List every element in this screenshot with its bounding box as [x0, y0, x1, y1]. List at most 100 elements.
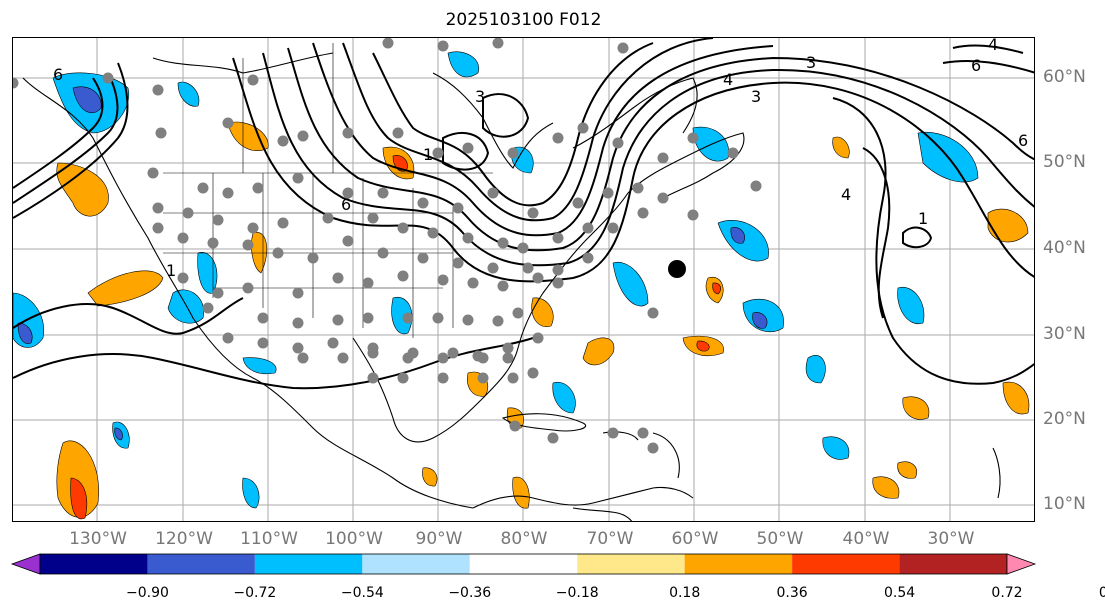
fill-blob: [805, 355, 826, 384]
colorbar-tick-label: −0.36: [448, 585, 492, 601]
station-dot: [155, 127, 167, 139]
station-dot: [177, 232, 189, 244]
fill-blob: [582, 337, 615, 366]
station-dot: [417, 197, 429, 209]
station-dot: [552, 277, 564, 289]
station-dot: [647, 307, 659, 319]
station-dot: [437, 40, 449, 52]
contour-label: 1: [918, 209, 928, 228]
station-dot: [257, 312, 269, 324]
station-dot: [152, 84, 164, 96]
station-dot: [497, 237, 509, 249]
contour-label: 3: [751, 87, 761, 106]
station-dot: [497, 280, 509, 292]
station-dot: [277, 217, 289, 229]
station-dot: [602, 187, 614, 199]
station-dot: [13, 77, 19, 89]
station-dot: [467, 277, 479, 289]
longitude-label: 40°W: [842, 529, 890, 549]
fill-blob: [696, 340, 710, 352]
station-dot: [452, 257, 464, 269]
colorbar: [10, 553, 1037, 575]
station-dot: [367, 212, 379, 224]
colorbar-segment: [899, 554, 1007, 574]
station-dot: [342, 127, 354, 139]
contour-label: 4: [988, 38, 998, 54]
fill-blob: [422, 467, 438, 487]
station-dot: [612, 137, 624, 149]
station-dot: [507, 147, 519, 159]
station-dot: [292, 172, 304, 184]
station-dot: [532, 272, 544, 284]
longitude-label: 130°W: [69, 529, 127, 549]
colorbar-tick-label: 0.90: [1098, 585, 1105, 601]
contour-label: 6: [341, 195, 351, 214]
station-dot: [509, 420, 521, 432]
station-dot: [417, 252, 429, 264]
station-dot: [197, 182, 209, 194]
station-dot: [327, 337, 339, 349]
fill-blob: [72, 86, 102, 113]
station-dot: [462, 142, 474, 154]
station-dot: [607, 427, 619, 439]
station-dot: [507, 372, 519, 384]
station-dot: [582, 222, 594, 234]
latitude-label: 50°N: [1043, 152, 1086, 172]
station-dot: [502, 352, 514, 364]
fill-blob: [987, 208, 1029, 243]
contour-label: 3: [806, 53, 816, 72]
fill-blob: [752, 312, 768, 329]
latitude-label: 30°N: [1043, 324, 1086, 344]
station-dot: [377, 247, 389, 259]
longitude-label: 50°W: [756, 529, 804, 549]
station-dot: [322, 212, 334, 224]
station-dot: [152, 202, 164, 214]
station-dot: [177, 272, 189, 284]
station-dot: [207, 237, 219, 249]
station-dot: [342, 187, 354, 199]
fill-blob: [552, 381, 576, 414]
station-dot: [222, 117, 234, 129]
station-dot: [252, 182, 264, 194]
fill-blob: [87, 270, 164, 307]
station-dot: [527, 367, 539, 379]
station-dot: [607, 222, 619, 234]
contour-label: 3: [475, 87, 485, 106]
fill-blob: [197, 252, 218, 294]
station-dot: [272, 247, 284, 259]
longitude-label: 110°W: [240, 529, 298, 549]
contour-label: 6: [971, 56, 981, 75]
station-dot: [367, 372, 379, 384]
fill-blob: [17, 322, 33, 344]
colorbar-tick-label: 0.36: [776, 585, 808, 601]
latitude-label: 20°N: [1043, 409, 1086, 429]
fill-blob: [872, 476, 900, 499]
fill-blob: [167, 289, 205, 324]
station-dot: [212, 214, 224, 226]
fill-blob: [177, 81, 200, 107]
longitude-label: 30°W: [927, 529, 975, 549]
station-dot: [462, 314, 474, 326]
station-dot: [152, 222, 164, 234]
state-borders: [163, 43, 493, 338]
station-dot: [447, 347, 459, 359]
colorbar-segment: [147, 554, 255, 574]
fill-blob: [730, 227, 745, 244]
fill-blob: [902, 396, 930, 420]
station-dot: [257, 337, 269, 349]
contour-label: 1: [423, 145, 433, 164]
longitude-label: 80°W: [500, 529, 548, 549]
station-dot: [222, 187, 234, 199]
fill-blob: [56, 162, 109, 217]
fill-blob: [70, 477, 88, 520]
fill-blob: [822, 436, 850, 460]
station-dot: [332, 272, 344, 284]
contour-label: 1: [166, 261, 176, 280]
station-dot: [572, 197, 584, 209]
fill-blob: [227, 121, 269, 152]
station-dot: [402, 312, 414, 324]
station-dot: [297, 352, 309, 364]
station-dot: [222, 332, 234, 344]
colorbar-tick-label: −0.18: [555, 585, 599, 601]
